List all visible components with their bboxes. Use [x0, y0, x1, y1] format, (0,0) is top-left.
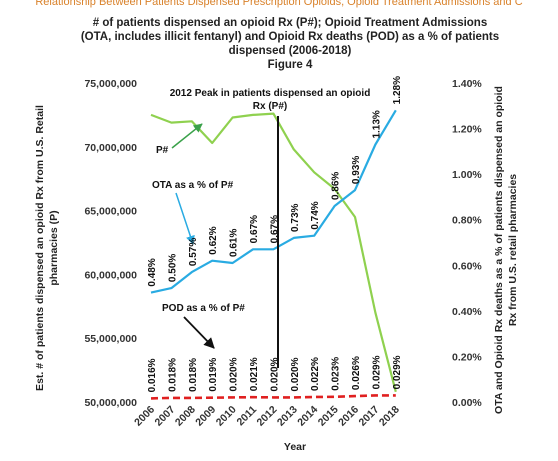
x-tick-label: 2007 [153, 404, 178, 429]
figure-label: Figure 4 [268, 59, 313, 71]
ota-data-label: 0.73% [290, 203, 301, 231]
ota-series-label: OTA as a % of P# [152, 180, 234, 191]
ota-data-label: 0.50% [167, 254, 178, 282]
y-right-tick-label: 1.40% [452, 78, 482, 90]
ota-data-label: 0.93% [351, 156, 362, 184]
pod-data-label: 0.029% [371, 355, 382, 389]
y-left-tick-label: 65,000,000 [84, 206, 137, 218]
ota-data-label: 1.28% [392, 76, 403, 104]
pod-data-label: 0.022% [310, 357, 321, 391]
ota-data-label: 0.74% [310, 201, 321, 229]
pod-data-label: 0.020% [229, 357, 240, 391]
title-line: # of patients dispensed an opioid Rx (P#… [93, 17, 487, 29]
p-series-line [150, 112, 397, 393]
chart-title: # of patients dispensed an opioid Rx (P#… [81, 17, 499, 71]
ota-data-label: 0.62% [208, 226, 219, 254]
ota-arrow [175, 192, 195, 245]
peak-annotation: Rx (P#) [253, 101, 287, 112]
right-axis-label: Rx from U.S. retail pharmacies [507, 174, 519, 326]
x-axis-label: Year [284, 441, 306, 453]
ota-data-label: 0.61% [229, 229, 240, 257]
pod-data-label: 0.021% [249, 357, 260, 391]
ota-data-label: 0.48% [147, 258, 158, 286]
y-right-tick-label: 0.20% [452, 351, 482, 363]
y-right-tick-label: 1.00% [452, 169, 482, 181]
pod-data-label: 0.023% [331, 357, 342, 391]
pod-data-label: 0.020% [290, 357, 301, 391]
ota-data-label: 1.13% [371, 110, 382, 138]
x-tick-label: 2014 [295, 404, 320, 429]
pod-series-line [150, 394, 396, 400]
x-tick-label: 2015 [316, 404, 341, 429]
p-arrow [171, 123, 203, 149]
y-left-tick-label: 70,000,000 [84, 142, 137, 154]
ota-series-line [150, 109, 397, 294]
pod-data-label: 0.019% [208, 358, 219, 392]
ota-data-label: 0.57% [188, 238, 199, 266]
p-series-label: P# [156, 145, 169, 156]
ota-data-label: 0.67% [249, 215, 260, 243]
y-right-tick-label: 0.00% [452, 397, 482, 409]
y-right-tick-label: 0.80% [452, 215, 482, 227]
x-tick-label: 2013 [275, 404, 300, 429]
report-header-line: Relationship Between Patients Dispensed … [35, 0, 523, 8]
pod-data-label: 0.016% [147, 358, 158, 392]
title-line: (OTA, includes illicit fentanyl) and Opi… [81, 31, 499, 43]
x-tick-label: 2018 [377, 404, 402, 429]
x-tick-label: 2009 [193, 404, 218, 429]
ota-data-label: 0.67% [269, 215, 280, 243]
pod-arrow [183, 316, 215, 349]
pod-data-label: 0.018% [167, 358, 178, 392]
y-left-tick-label: 60,000,000 [84, 269, 137, 281]
x-tick-label: 2017 [357, 404, 382, 429]
pod-data-label: 0.029% [392, 355, 403, 389]
x-tick-label: 2012 [255, 404, 280, 429]
y-right-tick-label: 1.20% [452, 124, 482, 136]
pod-series-label: POD as a % of P# [162, 303, 245, 314]
x-tick-label: 2011 [235, 404, 260, 429]
y-left-tick-label: 50,000,000 [84, 397, 137, 409]
x-tick-label: 2008 [173, 404, 198, 429]
pod-data-label: 0.020% [269, 357, 280, 391]
y-left-tick-label: 55,000,000 [84, 333, 137, 345]
right-axis-label: OTA and Opioid Rx deaths as a % of patie… [493, 86, 505, 414]
ota-data-label: 0.86% [331, 172, 342, 200]
pod-data-label: 0.018% [188, 358, 199, 392]
x-tick-label: 2010 [214, 404, 239, 429]
x-tick-label: 2016 [336, 404, 361, 429]
y-right-tick-label: 0.40% [452, 306, 482, 318]
peak-annotation: 2012 Peak in patients dispensed an opioi… [170, 88, 371, 99]
y-left-tick-label: 75,000,000 [84, 78, 137, 90]
pod-data-label: 0.026% [351, 356, 362, 390]
left-axis-label: pharmacies (P) [48, 210, 60, 285]
annotations: 2012 Peak in patients dispensed an opioi… [152, 88, 370, 368]
title-line: dispensed (2006-2018) [229, 45, 352, 57]
left-axis-label: Est. # of patients dispensed an opioid R… [34, 105, 46, 391]
y-right-tick-label: 0.60% [452, 260, 482, 272]
